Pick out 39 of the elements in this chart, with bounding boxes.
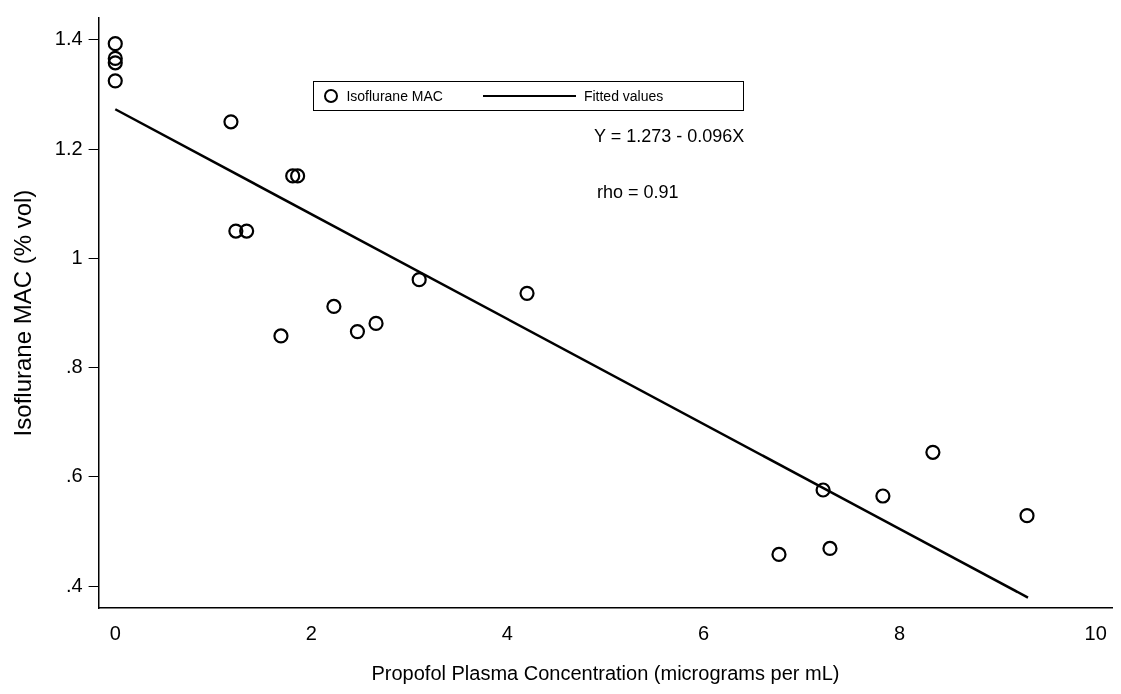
annotation: Y = 1.273 - 0.096X <box>594 125 745 146</box>
point <box>239 223 255 239</box>
point <box>815 482 831 498</box>
y-axis-title: Isoflurane MAC (% vol) <box>9 189 37 437</box>
point <box>925 444 941 460</box>
point <box>273 328 289 344</box>
point <box>875 488 891 504</box>
point <box>822 540 838 557</box>
text: Fitted values <box>583 88 664 104</box>
point <box>290 168 306 184</box>
y-tick-label: 1.2 <box>54 136 83 159</box>
point <box>285 168 301 184</box>
y-tick-label: 1.4 <box>54 27 83 50</box>
point <box>326 298 342 315</box>
y-tick-label: .4 <box>65 573 83 596</box>
x-tick-label: 0 <box>109 621 121 644</box>
point <box>107 50 123 67</box>
point <box>1019 508 1035 524</box>
point <box>771 546 787 563</box>
point <box>107 55 123 71</box>
point <box>411 272 427 288</box>
x-tick-label: 2 <box>305 621 317 644</box>
point <box>107 36 123 52</box>
x-tick-label: 8 <box>894 621 906 644</box>
y-tick-label: .6 <box>65 464 83 487</box>
x-tick-label: 6 <box>697 621 710 644</box>
x-tick-label: 10 <box>1084 621 1107 644</box>
y-tick-label: 1 <box>71 245 83 268</box>
point <box>519 285 535 301</box>
legend-label: Isoflurane MAC <box>346 88 443 104</box>
point <box>368 315 384 331</box>
x-axis-title: Propofol Plasma Concentration (micrograms per mL) <box>371 661 840 684</box>
y-tick-label: .8 <box>65 355 83 378</box>
point <box>349 323 366 340</box>
point <box>107 73 123 89</box>
x-tick-label: 4 <box>501 621 513 644</box>
point <box>228 223 244 239</box>
annotation: rho = 0.91 <box>597 181 679 202</box>
point <box>223 114 239 130</box>
